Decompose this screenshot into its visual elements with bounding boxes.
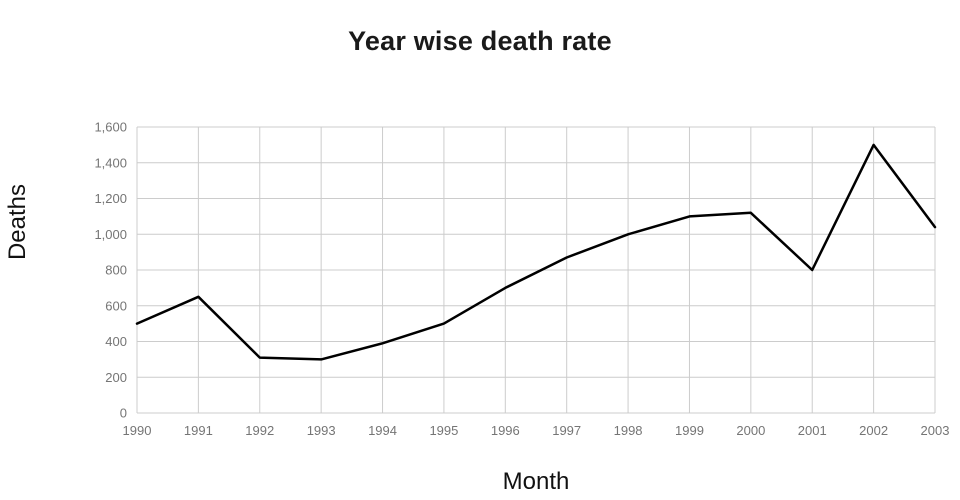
y-tick-label: 1,200 <box>94 191 127 206</box>
y-tick-label: 0 <box>120 406 127 421</box>
y-tick-label: 800 <box>105 263 127 278</box>
y-tick-label: 1,600 <box>94 120 127 135</box>
x-tick-label: 1999 <box>675 423 704 438</box>
x-tick-label: 1994 <box>368 423 397 438</box>
y-tick-label: 1,000 <box>94 227 127 242</box>
x-tick-label: 1995 <box>429 423 458 438</box>
x-tick-label: 1996 <box>491 423 520 438</box>
x-tick-label: 2002 <box>859 423 888 438</box>
x-axis-label: Month <box>502 468 570 495</box>
x-tick-label: 2001 <box>798 423 827 438</box>
y-tick-label: 600 <box>105 298 127 313</box>
x-tick-label: 1997 <box>552 423 581 438</box>
y-tick-label: 200 <box>105 370 127 385</box>
x-tick-label: 1992 <box>245 423 274 438</box>
x-tick-label: 1991 <box>184 423 213 438</box>
chart-title: Year wise death rate <box>348 26 612 56</box>
x-tick-label: 1990 <box>123 423 152 438</box>
y-tick-label: 400 <box>105 334 127 349</box>
y-tick-label: 1,400 <box>94 155 127 170</box>
x-tick-label: 2003 <box>921 423 950 438</box>
x-tick-label: 1998 <box>614 423 643 438</box>
data-line-series <box>135 143 937 361</box>
x-tick-label: 2000 <box>736 423 765 438</box>
x-tick-label: 1993 <box>307 423 336 438</box>
y-axis-label: Deaths <box>4 183 31 261</box>
